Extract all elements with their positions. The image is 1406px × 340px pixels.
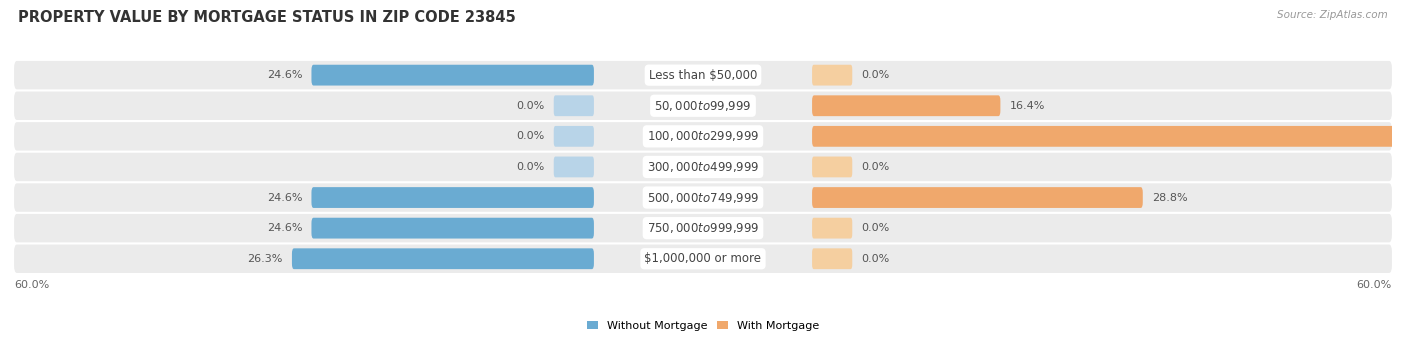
Text: 24.6%: 24.6% <box>267 192 302 203</box>
Text: 26.3%: 26.3% <box>247 254 283 264</box>
FancyBboxPatch shape <box>14 61 1392 89</box>
FancyBboxPatch shape <box>813 95 1001 116</box>
FancyBboxPatch shape <box>554 126 593 147</box>
Text: Source: ZipAtlas.com: Source: ZipAtlas.com <box>1277 10 1388 20</box>
Text: 54.8%: 54.8% <box>1393 131 1406 141</box>
Text: $1,000,000 or more: $1,000,000 or more <box>644 252 762 265</box>
Text: $100,000 to $299,999: $100,000 to $299,999 <box>647 129 759 143</box>
FancyBboxPatch shape <box>14 183 1392 212</box>
Text: 60.0%: 60.0% <box>1357 280 1392 290</box>
FancyBboxPatch shape <box>14 91 1392 120</box>
FancyBboxPatch shape <box>554 156 593 177</box>
Text: 24.6%: 24.6% <box>267 223 302 233</box>
Text: 0.0%: 0.0% <box>516 162 544 172</box>
FancyBboxPatch shape <box>312 187 593 208</box>
FancyBboxPatch shape <box>312 218 593 239</box>
FancyBboxPatch shape <box>813 187 1143 208</box>
Text: $50,000 to $99,999: $50,000 to $99,999 <box>654 99 752 113</box>
Text: 0.0%: 0.0% <box>862 223 890 233</box>
FancyBboxPatch shape <box>813 248 852 269</box>
FancyBboxPatch shape <box>14 214 1392 242</box>
FancyBboxPatch shape <box>813 126 1406 147</box>
Text: 0.0%: 0.0% <box>516 131 544 141</box>
FancyBboxPatch shape <box>14 244 1392 273</box>
FancyBboxPatch shape <box>312 65 593 86</box>
Text: 0.0%: 0.0% <box>862 162 890 172</box>
Text: 16.4%: 16.4% <box>1010 101 1045 111</box>
Text: $500,000 to $749,999: $500,000 to $749,999 <box>647 190 759 205</box>
FancyBboxPatch shape <box>813 65 852 86</box>
FancyBboxPatch shape <box>554 95 593 116</box>
Legend: Without Mortgage, With Mortgage: Without Mortgage, With Mortgage <box>588 321 818 331</box>
FancyBboxPatch shape <box>813 156 852 177</box>
Text: PROPERTY VALUE BY MORTGAGE STATUS IN ZIP CODE 23845: PROPERTY VALUE BY MORTGAGE STATUS IN ZIP… <box>18 10 516 25</box>
FancyBboxPatch shape <box>14 153 1392 181</box>
Text: 60.0%: 60.0% <box>14 280 49 290</box>
Text: 0.0%: 0.0% <box>862 254 890 264</box>
Text: $750,000 to $999,999: $750,000 to $999,999 <box>647 221 759 235</box>
Text: 0.0%: 0.0% <box>516 101 544 111</box>
FancyBboxPatch shape <box>14 122 1392 151</box>
Text: 0.0%: 0.0% <box>862 70 890 80</box>
FancyBboxPatch shape <box>292 248 593 269</box>
FancyBboxPatch shape <box>813 218 852 239</box>
Text: 28.8%: 28.8% <box>1152 192 1188 203</box>
Text: Less than $50,000: Less than $50,000 <box>648 69 758 82</box>
Text: 24.6%: 24.6% <box>267 70 302 80</box>
Text: $300,000 to $499,999: $300,000 to $499,999 <box>647 160 759 174</box>
